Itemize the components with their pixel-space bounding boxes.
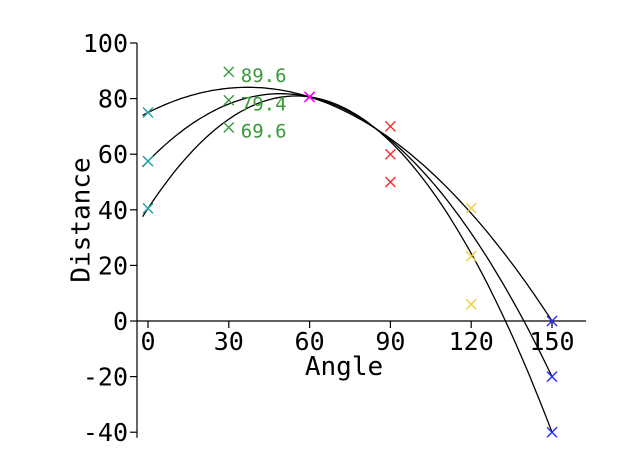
y-tick-label: 40 [98,196,128,225]
x-tick-label: 150 [529,327,574,356]
data-point-marker [384,148,396,160]
data-point-marker [546,426,558,438]
data-label: 89.6 [241,65,287,87]
data-point-marker [465,202,477,214]
y-tick-label: 100 [83,29,128,58]
x-tick-label: 0 [140,327,155,356]
data-point-marker [223,122,235,134]
marker-stroke [546,426,558,438]
marker-stroke [384,120,396,132]
data-point-marker [142,107,154,118]
x-tick-label: 90 [375,327,405,356]
data-point-marker [142,155,154,167]
marker-stroke [384,176,396,188]
data-point-marker [223,66,235,78]
data-point-marker [142,202,154,214]
marker-stroke [142,202,154,214]
data-point-marker [223,94,235,106]
marker-stroke [384,148,396,160]
y-tick-label: 60 [98,140,128,169]
y-axis-title: Distance [67,157,97,282]
data-point-marker [304,91,316,103]
y-tick-label: -40 [83,418,128,447]
series-curves [142,86,553,433]
data-label: 69.6 [241,121,287,143]
marker-stroke [465,202,477,214]
y-tick-label: -20 [83,363,128,392]
marker-stroke [304,91,316,103]
marker-stroke [465,298,477,310]
marker-stroke [142,155,154,167]
marker-stroke [546,315,558,327]
series-curve [142,86,553,322]
data-point-marker [546,371,558,383]
y-tick-label: 20 [98,251,128,280]
marker-stroke [223,94,235,106]
data-markers [142,66,558,438]
x-tick-label: 60 [295,327,325,356]
x-tick-label: 30 [214,327,244,356]
series-curve [142,95,553,433]
x-axis-title: Angle [305,352,383,382]
data-label: 79.4 [241,93,287,115]
data-point-marker [384,176,396,188]
marker-stroke [546,371,558,383]
data-point-marker [465,250,477,262]
y-tick-label: 80 [98,85,128,114]
marker-stroke [223,66,235,78]
data-point-marker [546,315,558,327]
marker-stroke [223,122,235,134]
data-point-marker [384,120,396,132]
series-curve [142,93,553,377]
y-tick-label: 0 [113,307,128,336]
marker-stroke [465,250,477,262]
axis-ticks: -40 -20 0 20 40 60 80 100 0 30 60 90 120 150 [83,29,575,447]
marker-stroke [142,107,154,118]
value-annotations: 89.6 79.4 69.6 [241,65,287,143]
data-point-marker [465,298,477,310]
x-tick-label: 120 [449,327,494,356]
